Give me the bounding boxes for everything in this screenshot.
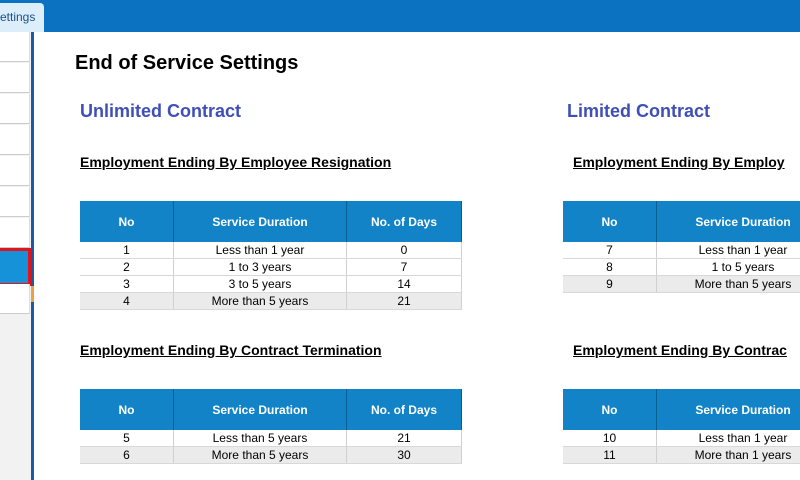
table-cell: Less than 5 years bbox=[173, 430, 347, 447]
table-row[interactable]: 10 Less than 1 year bbox=[563, 430, 800, 447]
table-row[interactable]: 7 Less than 1 year bbox=[563, 242, 800, 259]
column-header: No. of Days bbox=[346, 389, 462, 430]
table-cell: More than 5 years bbox=[173, 446, 347, 464]
header-row: No Service Duration No. of Days bbox=[80, 201, 462, 242]
table-caption: Employment Ending By Contrac bbox=[573, 342, 787, 358]
table-cell: 1 to 5 years bbox=[656, 258, 800, 276]
column-header: Service Duration bbox=[656, 201, 800, 242]
table-cell: 7 bbox=[563, 242, 657, 259]
menu-button[interactable] bbox=[0, 218, 30, 248]
table-cell: 11 bbox=[563, 446, 657, 464]
menu-button[interactable] bbox=[0, 94, 30, 124]
table-cell: 0 bbox=[346, 242, 462, 259]
table-cell: 9 bbox=[563, 275, 657, 293]
header-row: No Service Duration bbox=[563, 389, 800, 430]
table-cell: 10 bbox=[563, 430, 657, 447]
table-row[interactable]: 11 More than 1 years bbox=[563, 446, 800, 464]
table-cell: 8 bbox=[563, 258, 657, 276]
table-cell: 21 bbox=[346, 430, 462, 447]
table-cell: 6 bbox=[80, 446, 174, 464]
table-cell: 2 bbox=[80, 258, 174, 276]
table-cell: 3 to 5 years bbox=[173, 275, 347, 293]
table-row[interactable]: 6 More than 5 years 30 bbox=[80, 446, 462, 464]
table-cell: Less than 1 year bbox=[656, 242, 800, 259]
table-cell: 3 bbox=[80, 275, 174, 293]
table-row[interactable]: 9 More than 5 years bbox=[563, 275, 800, 293]
column-header: No. of Days bbox=[346, 201, 462, 242]
table-cell: Less than 1 year bbox=[656, 430, 800, 447]
table-row[interactable]: 4 More than 5 years 21 bbox=[80, 292, 462, 310]
table-cell: 14 bbox=[346, 275, 462, 293]
table-row[interactable]: 5 Less than 5 years 21 bbox=[80, 430, 462, 447]
menu-button[interactable] bbox=[0, 284, 30, 314]
column-header: No bbox=[563, 389, 657, 430]
table-caption: Employment Ending By Employ bbox=[573, 154, 785, 170]
column-header: No bbox=[80, 389, 174, 430]
header-row: No Service Duration bbox=[563, 201, 800, 242]
menu-button[interactable] bbox=[0, 187, 30, 217]
table-cell: 4 bbox=[80, 292, 174, 310]
table-caption: Employment Ending By Employee Resignatio… bbox=[80, 154, 392, 170]
table-cell: 21 bbox=[346, 292, 462, 310]
column-header: Service Duration bbox=[656, 389, 800, 430]
data-table: No Service Duration No. of Days 1 Less than … bbox=[80, 201, 462, 310]
table-cell: Less than 1 year bbox=[173, 242, 347, 259]
column-header: Service Duration bbox=[173, 201, 347, 242]
data-table: No Service Duration 7 Less than 1 year 8 1 to… bbox=[563, 201, 800, 293]
table-row[interactable]: 1 Less than 1 year 0 bbox=[80, 242, 462, 259]
menu-button[interactable] bbox=[0, 125, 30, 155]
column-header: No bbox=[80, 201, 174, 242]
tab[interactable]: ettings bbox=[0, 3, 44, 32]
table-cell: More than 5 years bbox=[173, 292, 347, 310]
top-bar: ettings bbox=[0, 0, 800, 32]
table-cell: More than 1 years bbox=[656, 446, 800, 464]
table-cell: 5 bbox=[80, 430, 174, 447]
page-title: End of Service Settings bbox=[75, 52, 299, 74]
table-cell: 7 bbox=[346, 258, 462, 276]
menu-button[interactable] bbox=[0, 63, 30, 93]
header-row: No Service Duration No. of Days bbox=[80, 389, 462, 430]
menu-button[interactable] bbox=[0, 156, 30, 186]
table-cell: More than 5 years bbox=[656, 275, 800, 293]
scroll-marker bbox=[31, 286, 34, 302]
table-cell: 1 to 3 years bbox=[173, 258, 347, 276]
table-caption: Employment Ending By Contract Terminatio… bbox=[80, 342, 382, 358]
sidebar bbox=[0, 32, 31, 480]
data-table: No Service Duration 10 Less than 1 year 11 Mo… bbox=[563, 389, 800, 464]
table-cell: 1 bbox=[80, 242, 174, 259]
section-heading: Limited Contract bbox=[567, 101, 711, 121]
section-heading: Unlimited Contract bbox=[80, 101, 242, 121]
menu-button[interactable] bbox=[0, 32, 30, 62]
column-header: Service Duration bbox=[173, 389, 347, 430]
data-table: No Service Duration No. of Days 5 Less than … bbox=[80, 389, 462, 464]
divider bbox=[31, 32, 34, 480]
table-cell: 30 bbox=[346, 446, 462, 464]
column-header: No bbox=[563, 201, 657, 242]
selected-menu-button[interactable] bbox=[0, 248, 31, 286]
